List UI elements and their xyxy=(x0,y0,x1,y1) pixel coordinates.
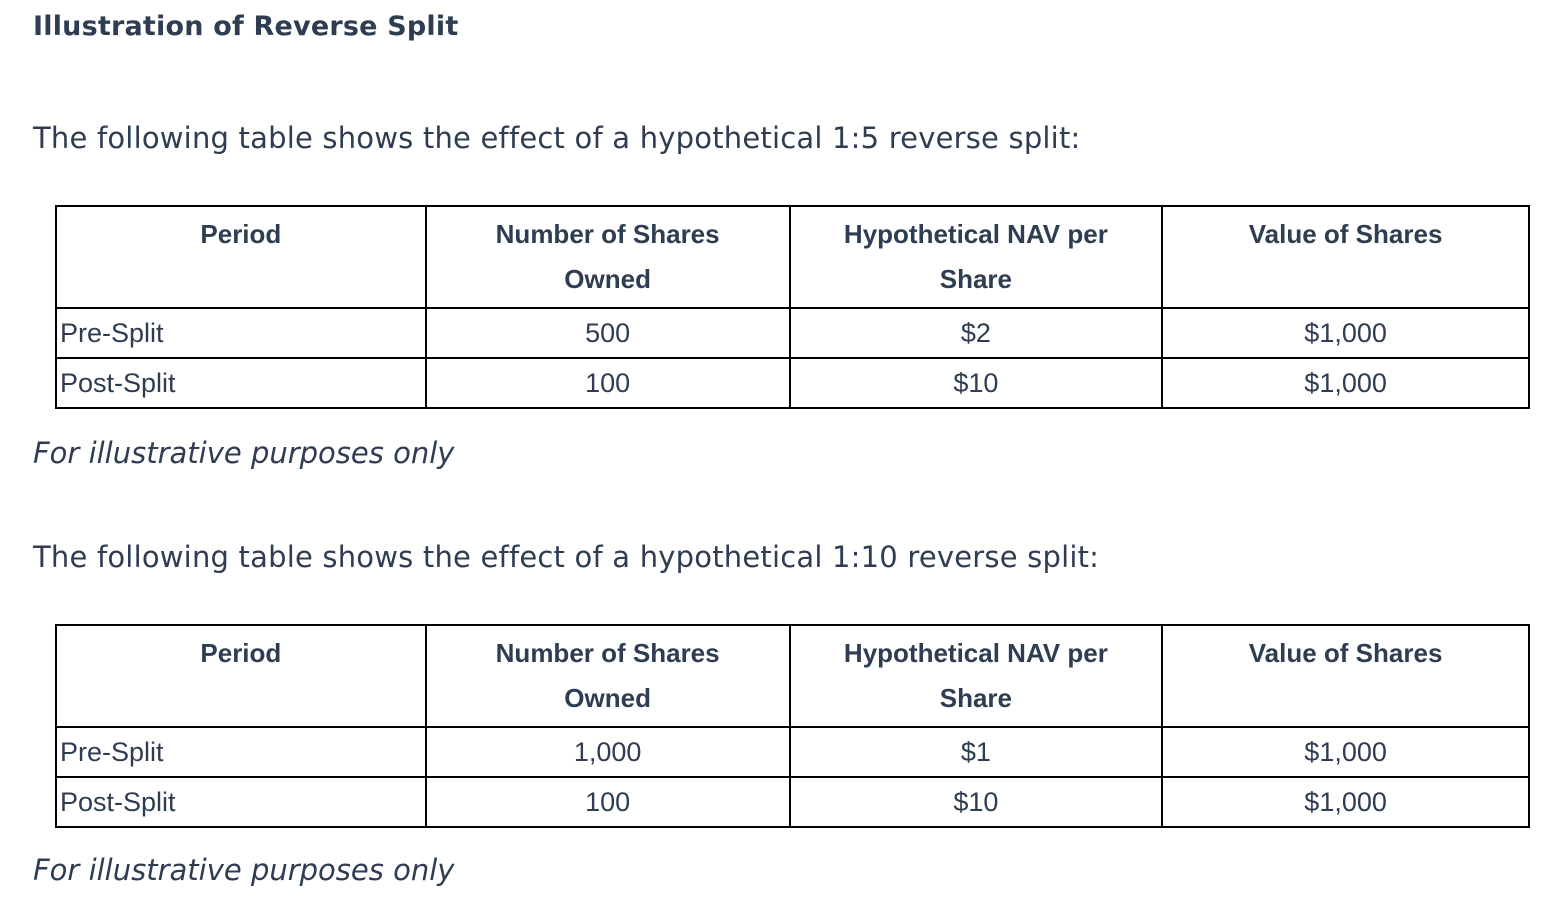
table-cell-period: Pre-Split xyxy=(55,307,427,359)
header-line: Period xyxy=(200,638,282,668)
header-line: Hypothetical NAV per xyxy=(843,219,1108,249)
reverse-split-table-1-5: Period Number of Shares Owned Hypothetic… xyxy=(55,205,1530,409)
table-row-post-split: Post-Split 100 $10 $1,000 xyxy=(55,776,1530,828)
header-line: Hypothetical NAV per xyxy=(843,638,1108,668)
table-cell-shares: 100 xyxy=(424,357,791,409)
intro-paragraph-1-5: The following table shows the effect of … xyxy=(33,121,1081,155)
table-header-cell-value-of-shares: Value of Shares xyxy=(1161,624,1530,728)
table-header-cell-period: Period xyxy=(55,205,427,309)
footnote-illustrative-1: For illustrative purposes only xyxy=(33,436,455,470)
table-cell-value: $1,000 xyxy=(1161,307,1530,359)
table-cell-period: Post-Split xyxy=(55,357,427,409)
table-row-post-split: Post-Split 100 $10 $1,000 xyxy=(55,357,1530,409)
table-cell-nav: $10 xyxy=(788,776,1164,828)
page-title: Illustration of Reverse Split xyxy=(33,11,459,42)
table-cell-shares: 1,000 xyxy=(424,726,791,778)
intro-paragraph-1-10: The following table shows the effect of … xyxy=(33,540,1100,574)
table-header-cell-shares-owned: Number of Shares Owned xyxy=(424,205,791,309)
table-header-cell-period: Period xyxy=(55,624,427,728)
table-row-pre-split: Pre-Split 1,000 $1 $1,000 xyxy=(55,726,1530,778)
table-cell-period: Post-Split xyxy=(55,776,427,828)
table-header-cell-shares-owned: Number of Shares Owned xyxy=(424,624,791,728)
header-line: Value of Shares xyxy=(1248,219,1443,249)
table-cell-nav: $1 xyxy=(788,726,1164,778)
header-line: Number of Shares xyxy=(495,219,720,249)
table-cell-value: $1,000 xyxy=(1161,357,1530,409)
header-line: Number of Shares xyxy=(495,638,720,668)
reverse-split-table-1-10: Period Number of Shares Owned Hypothetic… xyxy=(55,624,1530,828)
table-header-cell-nav-per-share: Hypothetical NAV per Share xyxy=(788,624,1164,728)
table-cell-nav: $2 xyxy=(788,307,1164,359)
table-cell-value: $1,000 xyxy=(1161,726,1530,778)
table-header-cell-nav-per-share: Hypothetical NAV per Share xyxy=(788,205,1164,309)
table-cell-period: Pre-Split xyxy=(55,726,427,778)
table-header-row: Period Number of Shares Owned Hypothetic… xyxy=(55,205,1530,309)
footnote-illustrative-2: For illustrative purposes only xyxy=(33,853,455,887)
header-line: Value of Shares xyxy=(1248,638,1443,668)
table-cell-nav: $10 xyxy=(788,357,1164,409)
header-line: Owned xyxy=(564,683,651,713)
table-header-row: Period Number of Shares Owned Hypothetic… xyxy=(55,624,1530,728)
document: Illustration of Reverse Split The follow… xyxy=(0,10,1565,890)
header-line: Share xyxy=(939,683,1012,713)
header-line: Share xyxy=(939,264,1012,294)
header-line: Owned xyxy=(564,264,651,294)
header-line: Period xyxy=(200,219,282,249)
table-cell-shares: 100 xyxy=(424,776,791,828)
table-row-pre-split: Pre-Split 500 $2 $1,000 xyxy=(55,307,1530,359)
table-cell-value: $1,000 xyxy=(1161,776,1530,828)
table-cell-shares: 500 xyxy=(424,307,791,359)
table-header-cell-value-of-shares: Value of Shares xyxy=(1161,205,1530,309)
